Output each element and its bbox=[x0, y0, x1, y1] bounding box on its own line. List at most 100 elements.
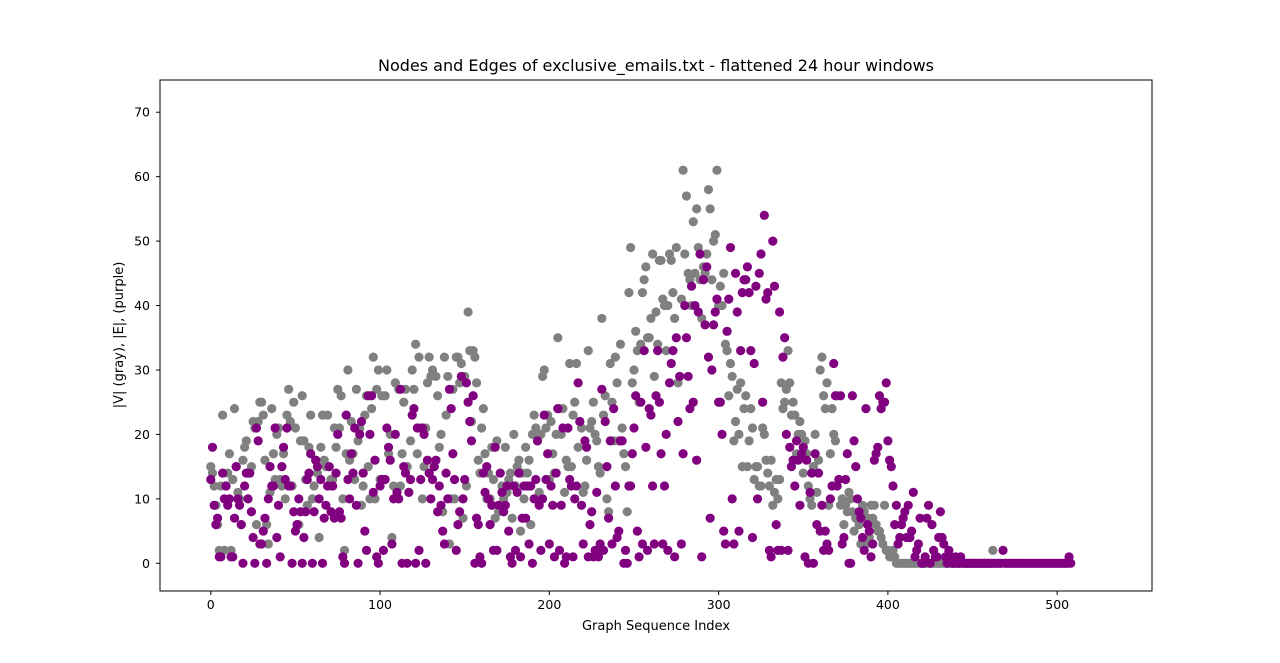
data-point bbox=[563, 423, 573, 433]
data-point bbox=[309, 481, 319, 491]
data-point bbox=[471, 378, 482, 388]
data-point bbox=[314, 532, 324, 543]
data-point bbox=[661, 429, 671, 440]
data-point bbox=[754, 268, 764, 278]
data-point bbox=[846, 558, 856, 568]
data-point bbox=[336, 513, 346, 523]
data-point bbox=[752, 462, 763, 472]
data-point bbox=[497, 487, 507, 498]
data-point bbox=[807, 468, 817, 478]
data-point bbox=[759, 210, 769, 220]
data-point bbox=[546, 481, 556, 491]
data-point bbox=[463, 397, 473, 407]
data-point bbox=[763, 468, 773, 478]
data-point bbox=[284, 384, 294, 394]
data-point bbox=[649, 539, 659, 549]
data-point bbox=[661, 346, 671, 356]
data-point bbox=[561, 552, 571, 562]
data-point bbox=[927, 520, 937, 530]
data-point bbox=[514, 455, 524, 465]
data-point bbox=[614, 526, 624, 536]
data-point bbox=[539, 365, 549, 375]
data-point bbox=[629, 423, 639, 433]
data-point bbox=[409, 384, 419, 394]
data-point bbox=[405, 474, 416, 485]
data-point bbox=[680, 300, 690, 311]
data-point bbox=[678, 165, 688, 175]
x-tick-label: 200 bbox=[537, 597, 561, 612]
data-point bbox=[790, 481, 800, 491]
data-point bbox=[783, 346, 793, 356]
data-point bbox=[566, 462, 576, 472]
data-point bbox=[500, 442, 510, 452]
data-point bbox=[419, 429, 429, 440]
data-point bbox=[856, 513, 866, 523]
data-point bbox=[500, 500, 510, 510]
data-point bbox=[524, 539, 534, 549]
data-point bbox=[722, 326, 732, 336]
data-point bbox=[641, 442, 651, 452]
data-point bbox=[820, 526, 830, 536]
data-point bbox=[290, 423, 301, 433]
x-tick-label: 0 bbox=[207, 597, 215, 612]
data-point bbox=[890, 520, 900, 530]
data-point bbox=[717, 429, 727, 440]
data-point bbox=[456, 358, 466, 369]
x-tick-label: 500 bbox=[1045, 597, 1069, 612]
data-point bbox=[666, 255, 676, 266]
data-point bbox=[309, 507, 319, 517]
data-point bbox=[632, 526, 642, 536]
data-point bbox=[736, 346, 746, 356]
data-point bbox=[891, 500, 901, 510]
data-point bbox=[727, 494, 737, 504]
data-point bbox=[653, 339, 663, 349]
data-point bbox=[648, 481, 658, 491]
data-point bbox=[681, 333, 692, 343]
data-point bbox=[466, 436, 477, 446]
data-point bbox=[477, 423, 487, 433]
data-point bbox=[703, 352, 714, 362]
data-point bbox=[492, 545, 502, 556]
data-point bbox=[649, 371, 659, 382]
data-point bbox=[915, 513, 925, 523]
data-point bbox=[639, 346, 649, 356]
data-point bbox=[766, 455, 776, 465]
data-point bbox=[341, 410, 351, 420]
data-point bbox=[742, 262, 753, 272]
data-point bbox=[378, 545, 389, 556]
data-point bbox=[289, 507, 299, 517]
data-point bbox=[282, 423, 292, 433]
data-point bbox=[692, 204, 702, 214]
data-point bbox=[228, 474, 238, 485]
data-point bbox=[676, 539, 686, 549]
data-point bbox=[385, 455, 395, 465]
data-point bbox=[507, 513, 517, 523]
data-point bbox=[879, 500, 890, 510]
data-point bbox=[771, 520, 781, 530]
data-point bbox=[246, 507, 257, 517]
data-point bbox=[524, 455, 534, 465]
x-axis-label: Graph Sequence Index bbox=[582, 619, 730, 634]
data-point bbox=[548, 500, 558, 510]
data-point bbox=[218, 468, 228, 478]
data-point bbox=[285, 481, 295, 491]
data-point bbox=[493, 500, 504, 510]
data-point bbox=[659, 481, 670, 491]
data-point bbox=[702, 262, 712, 272]
data-point bbox=[549, 552, 560, 562]
data-point bbox=[720, 539, 731, 549]
x-tick-label: 300 bbox=[707, 597, 731, 612]
data-point bbox=[405, 436, 416, 446]
data-point bbox=[537, 494, 548, 504]
data-point bbox=[368, 487, 378, 498]
data-point bbox=[478, 404, 488, 414]
data-point bbox=[791, 436, 802, 446]
data-point bbox=[587, 507, 597, 517]
data-point bbox=[294, 494, 304, 504]
data-point bbox=[441, 410, 451, 420]
data-point bbox=[256, 397, 267, 407]
data-point bbox=[734, 429, 744, 440]
data-point bbox=[331, 442, 341, 452]
data-point bbox=[642, 545, 653, 556]
